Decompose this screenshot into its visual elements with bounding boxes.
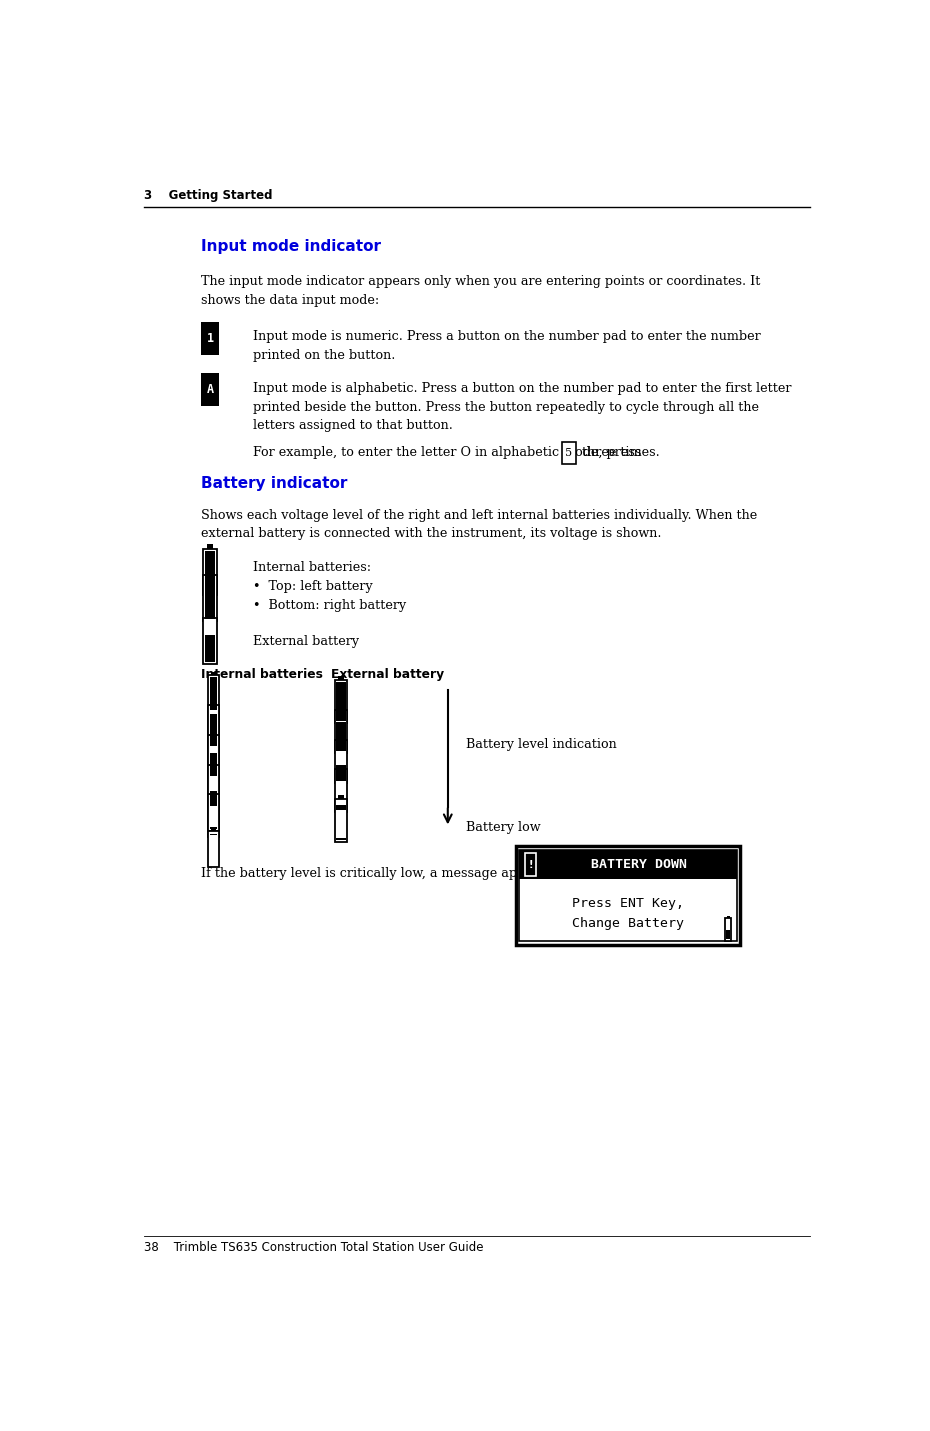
Bar	[335, 800, 347, 843]
Bar	[337, 766, 346, 781]
Text: Shows each voltage level of the right and left internal batteries individually. : Shows each voltage level of the right an…	[201, 509, 758, 541]
Bar	[208, 705, 219, 741]
Bar	[339, 736, 344, 740]
Bar	[204, 618, 217, 664]
Bar	[337, 683, 346, 721]
Bar	[726, 930, 730, 939]
Bar	[207, 614, 213, 618]
Bar	[337, 804, 346, 810]
Bar	[208, 830, 219, 867]
Bar	[337, 721, 346, 751]
Text: Internal batteries: Internal batteries	[201, 668, 323, 681]
Text: External battery: External battery	[331, 668, 445, 681]
Bar	[209, 716, 218, 740]
Text: Input mode is alphabetic. Press a button on the number pad to enter the first le: Input mode is alphabetic. Press a button…	[253, 382, 791, 432]
Bar	[209, 834, 218, 836]
Bar	[339, 705, 344, 710]
Bar	[562, 442, 576, 464]
Bar	[208, 675, 219, 711]
Bar	[208, 794, 219, 830]
Bar	[335, 680, 347, 723]
Bar	[339, 766, 344, 770]
Bar	[211, 827, 216, 830]
Bar	[208, 764, 219, 801]
Bar	[209, 677, 218, 710]
Text: 5: 5	[565, 448, 573, 458]
Bar	[209, 753, 218, 768]
Text: Input mode is numeric. Press a button on the number pad to enter the number
prin: Input mode is numeric. Press a button on…	[253, 331, 761, 362]
Text: The input mode indicator appears only when you are entering points or coordinate: The input mode indicator appears only wh…	[201, 275, 761, 306]
Text: Internal batteries:
•  Top: left battery
•  Bottom: right battery: Internal batteries: • Top: left battery …	[253, 561, 406, 611]
Bar	[207, 571, 213, 575]
Bar	[335, 710, 347, 753]
Bar	[335, 740, 347, 783]
Bar	[201, 373, 219, 406]
Bar	[519, 850, 737, 940]
Bar	[204, 575, 217, 621]
Bar	[211, 738, 216, 741]
Bar	[205, 577, 215, 620]
Text: External battery: External battery	[253, 634, 359, 648]
Bar	[208, 734, 219, 771]
Bar	[335, 770, 347, 813]
Bar	[726, 916, 730, 919]
Text: For example, to enter the letter O in alphabetic mode, press: For example, to enter the letter O in al…	[253, 446, 645, 459]
Bar	[209, 798, 218, 806]
Bar	[211, 708, 216, 711]
Bar	[339, 675, 344, 680]
Bar	[525, 853, 537, 876]
Bar	[209, 714, 218, 746]
Text: Input mode indicator: Input mode indicator	[201, 239, 381, 255]
Bar	[209, 791, 218, 798]
Text: Battery indicator: Battery indicator	[201, 477, 348, 491]
Text: 1: 1	[206, 332, 214, 345]
Bar	[516, 846, 739, 946]
Bar	[205, 551, 215, 592]
Bar	[208, 771, 219, 807]
Bar	[211, 791, 216, 794]
Text: Press ENT Key,
Change Battery: Press ENT Key, Change Battery	[572, 897, 684, 930]
Text: Battery low: Battery low	[466, 821, 540, 834]
Bar	[208, 801, 219, 837]
Bar	[211, 767, 216, 771]
Text: 3    Getting Started: 3 Getting Started	[143, 189, 272, 202]
Bar	[209, 760, 218, 776]
Text: three times.: three times.	[578, 446, 659, 459]
Bar	[201, 322, 219, 355]
Bar	[208, 711, 219, 748]
Bar	[209, 827, 218, 829]
Bar	[211, 761, 216, 764]
Text: BATTERY DOWN: BATTERY DOWN	[591, 859, 687, 871]
Bar	[339, 796, 344, 800]
Bar	[337, 839, 346, 840]
Bar	[208, 741, 219, 778]
Bar	[211, 797, 216, 801]
Bar	[207, 544, 213, 548]
Bar	[519, 850, 737, 879]
Text: If the battery level is critically low, a message appears.: If the battery level is critically low, …	[201, 867, 558, 880]
Bar	[204, 548, 217, 595]
Bar	[211, 731, 216, 734]
Bar	[211, 701, 216, 705]
Bar	[205, 635, 215, 663]
Text: !: !	[528, 860, 533, 870]
Text: A: A	[206, 384, 214, 396]
Bar	[211, 671, 216, 675]
Text: Battery level indication: Battery level indication	[466, 738, 617, 751]
Bar	[724, 919, 732, 942]
Text: 38    Trimble TS635 Construction Total Station User Guide: 38 Trimble TS635 Construction Total Stat…	[143, 1241, 484, 1254]
